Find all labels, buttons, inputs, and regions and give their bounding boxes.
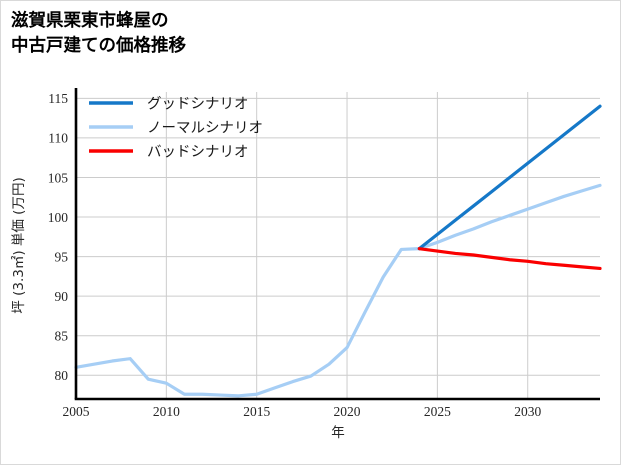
x-tick-label: 2005	[63, 404, 90, 419]
y-tick-label: 115	[48, 91, 68, 106]
y-axis-title: 坪 (3.3㎡) 単価 (万円)	[11, 177, 27, 313]
y-tick-label: 85	[55, 329, 69, 344]
x-tick-label: 2025	[424, 404, 451, 419]
page-title: 滋賀県栗東市蜂屋の 中古戸建ての価格推移	[11, 11, 186, 56]
axis-titles: 年 坪 (3.3㎡) 単価 (万円)	[11, 177, 345, 441]
axis-lines	[74, 88, 600, 401]
series-line-グッドシナリオ	[417, 104, 602, 251]
x-tick-label: 2015	[243, 404, 270, 419]
x-tick-label: 2010	[153, 404, 180, 419]
series-line-バッドシナリオ	[417, 247, 602, 271]
y-tick-label: 80	[55, 368, 69, 383]
y-tick-label: 110	[48, 131, 68, 146]
y-tick-label: 90	[55, 289, 69, 304]
series-line-ノーマルシナリオ	[74, 183, 602, 398]
legend-label-1: ノーマルシナリオ	[147, 121, 263, 137]
y-tick-label: 100	[48, 210, 69, 225]
tick-labels: 80 85 90 95 100 105 110 115 2005 2010 2015 2020 2025…	[48, 91, 542, 419]
x-tick-label: 2020	[334, 404, 361, 419]
x-axis-title: 年	[331, 425, 345, 441]
legend-label-2: バッドシナリオ	[147, 145, 249, 161]
y-tick-label: 95	[55, 249, 69, 264]
gridlines	[75, 92, 600, 399]
y-tick-label: 105	[48, 170, 69, 185]
series-layer	[74, 104, 602, 398]
legend-label-0: グッドシナリオ	[147, 96, 249, 113]
x-tick-label: 2030	[514, 404, 541, 419]
